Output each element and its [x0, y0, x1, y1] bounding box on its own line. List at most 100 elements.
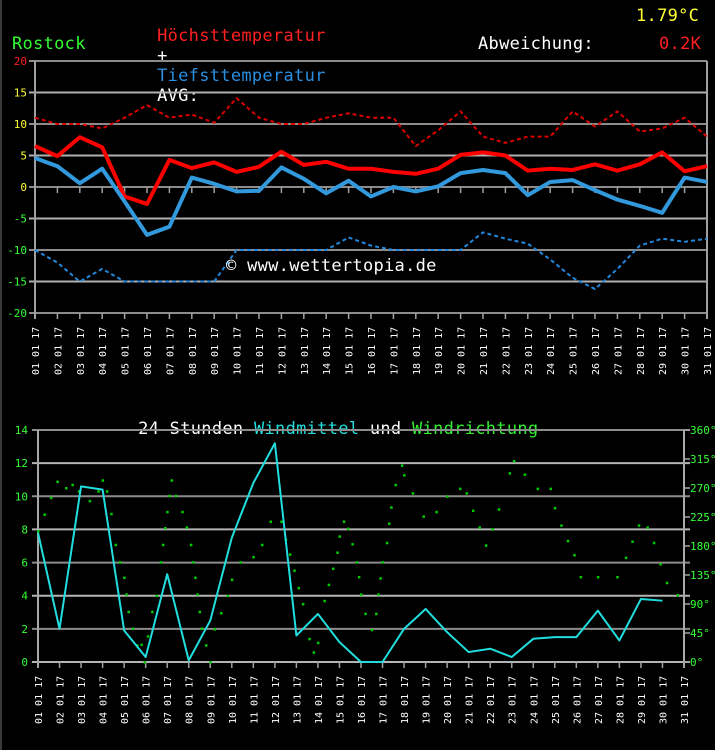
wind-direction-point — [269, 520, 273, 524]
wind-direction-point — [411, 492, 415, 495]
wind-direction-point — [280, 520, 283, 524]
wind-direction-point — [164, 526, 167, 530]
y-tick-label: 20 — [14, 55, 27, 68]
wind-direction-point — [387, 522, 391, 525]
x-tick-label: 09 01 17 — [206, 676, 217, 724]
wind-direction-point — [37, 530, 40, 533]
wind-direction-point — [110, 512, 113, 516]
x-tick-label: 22 01 17 — [501, 327, 512, 375]
wind-direction-point — [293, 569, 296, 572]
x-tick-label: 26 01 17 — [591, 327, 602, 375]
wind-direction-point — [327, 583, 331, 587]
y-tick-label: 6 — [21, 557, 28, 570]
y-tick-label: 4 — [21, 590, 28, 603]
window-left-edge — [0, 0, 2, 750]
wind-direction-point — [260, 543, 264, 547]
wind-direction-point — [166, 510, 169, 514]
y-tick-label: -5 — [14, 213, 27, 226]
wind-direction-point — [652, 541, 656, 545]
x-tick-label: 12 01 17 — [271, 676, 282, 724]
wind-direction-point — [43, 513, 46, 516]
wind-direction-point — [512, 459, 516, 463]
wind-direction-point — [351, 543, 354, 546]
wind-direction-point — [471, 509, 475, 513]
wind-direction-point — [220, 612, 223, 615]
y2-tick-label: 360° — [690, 424, 715, 437]
wind-direction-point — [146, 635, 150, 638]
y2-tick-label: 180° — [690, 540, 715, 553]
wind-direction-point — [385, 541, 389, 545]
wind-direction-point — [637, 524, 641, 527]
wind-direction-point — [596, 575, 600, 579]
wind-direction-point — [400, 464, 404, 467]
wind-direction-point — [573, 554, 576, 557]
wind-direction-point — [209, 661, 212, 664]
x-tick-label: 17 01 17 — [389, 327, 400, 375]
x-tick-label: 22 01 17 — [486, 676, 497, 724]
wind-direction-point — [97, 490, 100, 493]
series-windmittel — [37, 442, 663, 663]
wind-direction-point — [631, 540, 634, 543]
wind-direction-point — [342, 520, 346, 524]
deviation-value: 0.2K — [659, 34, 702, 54]
wind-direction-point — [566, 539, 570, 543]
wind-direction-point — [170, 479, 174, 482]
y-tick-label: -10 — [7, 244, 27, 257]
x-tick-label: 24 01 17 — [546, 327, 557, 375]
y-tick-label: 0 — [21, 656, 28, 669]
wind-direction-point — [143, 661, 147, 664]
wind-direction-point — [370, 628, 374, 632]
wind-direction-point — [508, 472, 512, 475]
x-tick-label: 04 01 17 — [98, 327, 109, 375]
wind-direction-point — [624, 556, 628, 560]
wind-direction-point — [435, 510, 438, 514]
wind-direction-point — [484, 544, 488, 547]
x-tick-label: 21 01 17 — [479, 327, 490, 375]
wind-direction-point — [316, 641, 320, 645]
wind-direction-point — [549, 487, 552, 491]
wind-direction-point — [478, 526, 481, 529]
wind-direction-point — [360, 593, 363, 596]
wind-direction-point — [676, 593, 680, 597]
wind-direction-point — [536, 487, 540, 491]
wind-direction-point — [523, 473, 527, 476]
wind-direction-point — [194, 576, 197, 580]
x-tick-label: 07 01 17 — [165, 327, 176, 375]
x-tick-label: 26 01 17 — [572, 676, 583, 724]
wind-direction-point — [125, 593, 128, 596]
wind-direction-point — [336, 551, 339, 554]
wind-direction-point — [77, 490, 81, 493]
x-tick-label: 23 01 17 — [524, 327, 535, 375]
wind-direction-point — [459, 487, 462, 491]
wind-direction-point — [159, 561, 163, 564]
wind-direction-point — [665, 581, 669, 585]
x-tick-label: 19 01 17 — [422, 676, 433, 724]
x-tick-label: 01 01 17 — [34, 676, 45, 724]
x-tick-label: 27 01 17 — [613, 327, 624, 375]
y-tick-label: 0 — [20, 181, 27, 194]
y-tick-label: 5 — [20, 150, 27, 163]
series-h-chsttemperatur — [34, 135, 708, 207]
x-tick-label: 28 01 17 — [636, 327, 647, 375]
wind-direction-point — [252, 555, 255, 559]
y-tick-label: 8 — [21, 523, 28, 536]
wind-direction-point — [174, 494, 178, 498]
x-tick-label: 28 01 17 — [615, 676, 626, 724]
y2-tick-label: 0° — [690, 656, 703, 669]
series-tiefsttemperatur — [34, 156, 708, 237]
chart-title: Höchsttemperatur + Tiefsttemperatur AVG: — [136, 6, 326, 106]
wind-direction-point — [394, 483, 397, 487]
x-tick-label: 08 01 17 — [185, 676, 196, 724]
wind-direction-point — [308, 637, 311, 641]
wind-direction-point — [497, 508, 501, 511]
x-tick-label: 14 01 17 — [314, 676, 325, 724]
wind-direction-point — [338, 535, 341, 538]
y2-tick-label: 135° — [690, 569, 715, 582]
wind-direction-point — [288, 553, 292, 556]
wind-direction-point — [168, 494, 171, 498]
x-tick-label: 11 01 17 — [255, 327, 266, 375]
x-tick-label: 16 01 17 — [367, 327, 378, 375]
wind-direction-point — [579, 575, 583, 579]
wind-direction-point — [379, 577, 382, 580]
x-tick-label: 06 01 17 — [143, 327, 154, 375]
